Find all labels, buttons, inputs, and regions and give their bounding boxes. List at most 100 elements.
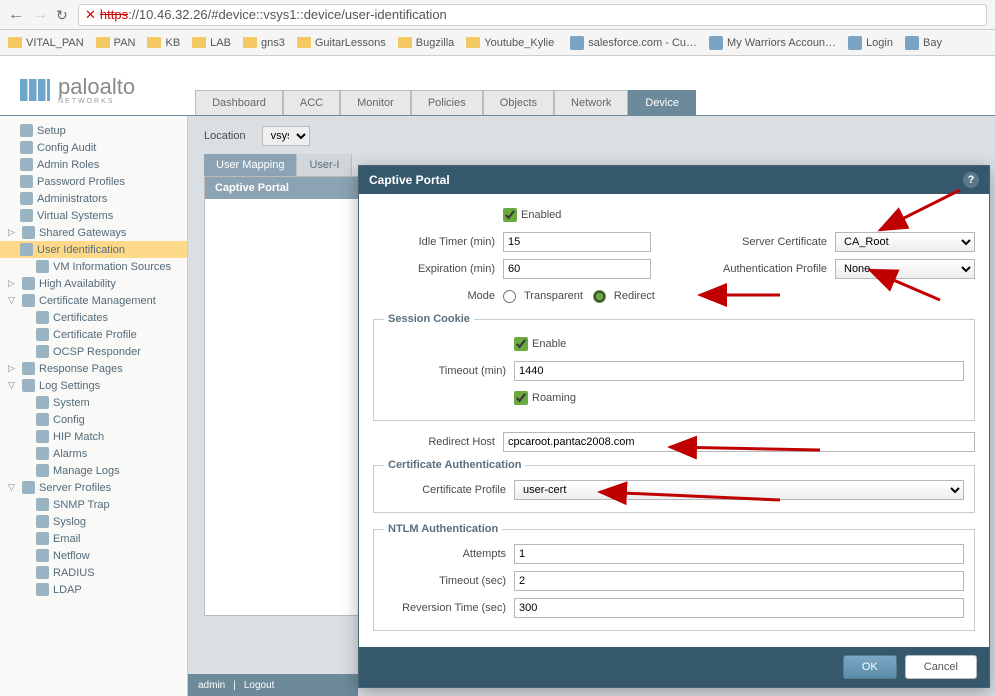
sc-timeout-input[interactable] (514, 361, 964, 381)
folder-icon (147, 37, 161, 48)
bookmark-item[interactable]: gns3 (243, 37, 285, 49)
sidebar-label: RADIUS (53, 567, 95, 579)
log-icon (22, 379, 35, 392)
url-bar[interactable]: ✕ https ://10.46.32.26/#device::vsys1::d… (78, 4, 987, 26)
sidebar-item-system[interactable]: System (0, 394, 187, 411)
sidebar-item-config[interactable]: Config (0, 411, 187, 428)
sc-enable-label: Enable (532, 338, 566, 350)
sidebar-item-netflow[interactable]: Netflow (0, 547, 187, 564)
sys-icon (36, 396, 49, 409)
cert-profile-select[interactable]: user-cert (514, 480, 964, 500)
sc-enable-checkbox[interactable] (514, 337, 528, 351)
sidebar-item-virtual-systems[interactable]: Virtual Systems (0, 207, 187, 224)
bookmark-item[interactable]: KB (147, 37, 180, 49)
tab-objects[interactable]: Objects (483, 90, 554, 115)
expand-icon: ▷ (8, 278, 18, 289)
ntlm-timeout-input[interactable] (514, 571, 964, 591)
ntlm-attempts-label: Attempts (384, 548, 514, 560)
bookmark-item[interactable]: Bay (905, 36, 942, 50)
sidebar-item-config-audit[interactable]: Config Audit (0, 139, 187, 156)
expiration-label: Expiration (min) (373, 263, 503, 275)
sidebar-item-vm-information-sources[interactable]: VM Information Sources (0, 258, 187, 275)
reload-button[interactable]: ↻ (56, 7, 72, 23)
sidebar-label: High Availability (39, 278, 116, 290)
mode-transparent-radio[interactable] (503, 290, 516, 303)
sidebar-item-manage-logs[interactable]: Manage Logs (0, 462, 187, 479)
sidebar-item-setup[interactable]: Setup (0, 122, 187, 139)
tab-network[interactable]: Network (554, 90, 628, 115)
sidebar-item-user-identification[interactable]: User Identification (0, 241, 187, 258)
bookmark-item[interactable]: Youtube_Kylie (466, 37, 554, 49)
doc-icon (20, 141, 33, 154)
email-icon (36, 532, 49, 545)
sidebar-item-high-availability[interactable]: ▷ High Availability (0, 275, 187, 292)
ntlm-attempts-input[interactable] (514, 544, 964, 564)
ntlm-fieldset: NTLM Authentication Attempts Timeout (se… (373, 523, 975, 631)
sidebar-item-admin-roles[interactable]: Admin Roles (0, 156, 187, 173)
bookmark-item[interactable]: VITAL_PAN (8, 37, 84, 49)
sidebar-label: Certificate Management (39, 295, 156, 307)
cancel-button[interactable]: Cancel (905, 655, 977, 679)
tab-acc[interactable]: ACC (283, 90, 340, 115)
ntlm-rev-input[interactable] (514, 598, 964, 618)
sidebar-label: Config Audit (37, 142, 96, 154)
expand-icon: ▷ (8, 227, 18, 238)
sidebar-label: Config (53, 414, 85, 426)
sidebar-item-hip-match[interactable]: HIP Match (0, 428, 187, 445)
mode-redirect-radio[interactable] (593, 290, 606, 303)
idle-timer-input[interactable] (503, 232, 651, 252)
sc-roaming-checkbox[interactable] (514, 391, 528, 405)
bookmark-item[interactable]: salesforce.com - Cu… (570, 36, 697, 50)
bookmark-item[interactable]: Login (848, 36, 893, 50)
user-icon (20, 158, 33, 171)
bookmark-item[interactable]: Bugzilla (398, 37, 455, 49)
tab-device[interactable]: Device (628, 90, 696, 115)
enabled-checkbox[interactable] (503, 208, 517, 222)
sidebar-item-email[interactable]: Email (0, 530, 187, 547)
ok-button[interactable]: OK (843, 655, 897, 679)
bookmark-item[interactable]: GuitarLessons (297, 37, 386, 49)
back-button[interactable]: ← (8, 6, 26, 24)
logout-link[interactable]: Logout (244, 680, 275, 691)
sidebar-item-alarms[interactable]: Alarms (0, 445, 187, 462)
app-header: paloalto NETWORKS DashboardACCMonitorPol… (0, 56, 995, 116)
tab-policies[interactable]: Policies (411, 90, 483, 115)
help-icon[interactable]: ? (963, 172, 979, 188)
sidebar-item-server-profiles[interactable]: ▽Server Profiles (0, 479, 187, 496)
expand-icon: ▽ (8, 295, 18, 306)
sidebar-item-response-pages[interactable]: ▷Response Pages (0, 360, 187, 377)
sidebar-item-ldap[interactable]: LDAP (0, 581, 187, 598)
bookmark-item[interactable]: PAN (96, 37, 136, 49)
dialog-title: Captive Portal (369, 173, 450, 187)
bookmark-item[interactable]: LAB (192, 37, 231, 49)
sub-tab-user-mapping[interactable]: User Mapping (204, 154, 297, 176)
sidebar-item-certificates[interactable]: Certificates (0, 309, 187, 326)
location-select[interactable]: vsys1 (262, 126, 310, 146)
sidebar-item-certificate-management[interactable]: ▽ Certificate Management (0, 292, 187, 309)
forward-button[interactable]: → (32, 6, 50, 24)
ha-icon (22, 277, 35, 290)
server-cert-label: Server Certificate (705, 236, 835, 248)
tab-dashboard[interactable]: Dashboard (195, 90, 283, 115)
ntlm-rev-label: Reversion Time (sec) (384, 602, 514, 614)
sidebar-item-ocsp-responder[interactable]: OCSP Responder (0, 343, 187, 360)
sidebar-item-log-settings[interactable]: ▽Log Settings (0, 377, 187, 394)
sub-tab-user-i[interactable]: User-I (297, 154, 352, 176)
sidebar-item-shared-gateways[interactable]: ▷ Shared Gateways (0, 224, 187, 241)
auth-profile-select[interactable]: None (835, 259, 975, 279)
sidebar-label: SNMP Trap (53, 499, 110, 511)
expiration-input[interactable] (503, 259, 651, 279)
tab-monitor[interactable]: Monitor (340, 90, 411, 115)
expand-icon: ▽ (8, 380, 18, 391)
sidebar-item-radius[interactable]: RADIUS (0, 564, 187, 581)
sidebar-label: Shared Gateways (39, 227, 126, 239)
redirect-host-input[interactable] (503, 432, 975, 452)
sidebar-item-snmp-trap[interactable]: SNMP Trap (0, 496, 187, 513)
server-cert-select[interactable]: CA_Root (835, 232, 975, 252)
sidebar-item-administrators[interactable]: Administrators (0, 190, 187, 207)
sidebar-item-password-profiles[interactable]: Password Profiles (0, 173, 187, 190)
bookmark-item[interactable]: My Warriors Accoun… (709, 36, 836, 50)
sidebar: Setup Config Audit Admin RolesPassword Pro… (0, 116, 188, 696)
sidebar-item-certificate-profile[interactable]: Certificate Profile (0, 326, 187, 343)
sidebar-item-syslog[interactable]: Syslog (0, 513, 187, 530)
